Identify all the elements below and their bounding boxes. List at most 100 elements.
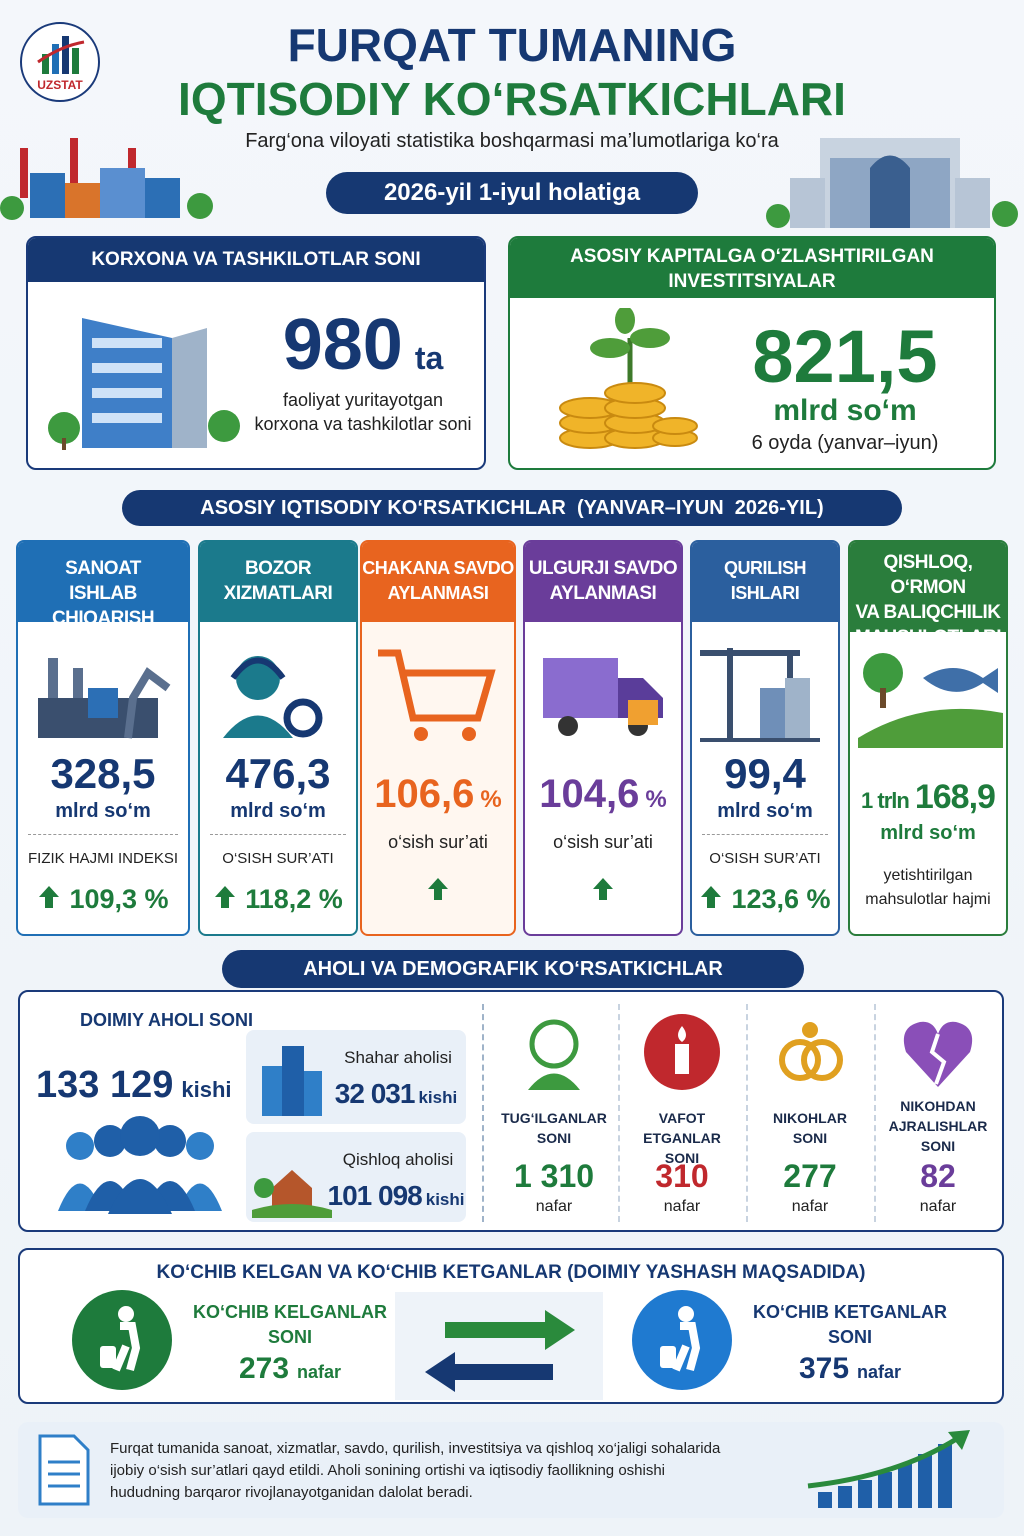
icon-shape <box>100 168 145 218</box>
urban-value-value: 32 031 <box>334 1078 416 1109</box>
icon <box>593 878 613 900</box>
date-badge: 2026-yil 1-iyul holatiga <box>326 172 698 214</box>
icon <box>38 658 171 739</box>
indicator-card: QURILISH ISHLARI 99,4 mlrd so‘m O‘SISH SUR’A… <box>690 540 840 936</box>
indicator-metric: o‘sish sur’ati <box>362 832 514 853</box>
rural-value-unit: kishi <box>425 1190 465 1209</box>
indicator-title-line: ULGURJI SAVDO <box>528 558 678 579</box>
indicator-metric-line: mahsulotlar hajmi <box>865 891 991 908</box>
indicator-value: 476,3 <box>225 750 331 797</box>
arrivals-label-line: KO‘CHIB KELGANLAR <box>193 1302 387 1322</box>
icon <box>543 658 663 736</box>
icon-shape <box>37 40 85 64</box>
icon-shape <box>62 36 69 74</box>
enterprises-description: faoliyat yuritayotgan korxona va tashkilo… <box>238 388 484 436</box>
footer-text: Furqat tumanida sanoat, xizmatlar, savdo… <box>110 1438 790 1504</box>
icon-shape <box>42 54 49 74</box>
demographics-banner: AHOLI VA DEMOGRAFIK KO‘RSATKICHLAR <box>222 950 804 988</box>
indicator-value: 104,6% <box>525 772 681 817</box>
urban-label: Shahar aholisi <box>344 1048 452 1067</box>
departures-value: 375 nafar <box>740 1352 960 1386</box>
icon-shape <box>124 667 171 739</box>
icon-shape <box>785 678 810 738</box>
indicator-value-value: 104,6 <box>539 772 640 816</box>
population: 133 129 kishi <box>36 1064 232 1107</box>
icon-shape <box>760 688 785 738</box>
icon-shape <box>858 1480 872 1508</box>
icon <box>528 1019 580 1090</box>
indicator-metric: o‘sish sur’ati <box>525 832 681 853</box>
indicator-icon <box>203 638 353 748</box>
icon-shape <box>395 1292 603 1400</box>
icon-shape <box>880 688 886 708</box>
indicator-title: CHAKANA SAVDO AYLANMASI <box>362 542 514 622</box>
icon <box>0 138 213 220</box>
icon <box>252 1170 332 1218</box>
indicator-title: SANOAT ISHLAB CHIQARISH <box>18 542 188 629</box>
icon-shape <box>118 1306 134 1322</box>
indicator-title-line: MAHSULOTLARI <box>855 627 1001 648</box>
icon-shape <box>445 1310 575 1350</box>
logo-icon <box>36 32 86 76</box>
icon-shape <box>528 1073 580 1090</box>
icon-shape <box>39 886 60 908</box>
arrivals-value-unit: nafar <box>297 1362 342 1382</box>
icon <box>903 1021 973 1087</box>
event-label: VAFOT ETGANLAR SONI <box>618 1108 746 1168</box>
icon-shape <box>0 196 24 220</box>
icon-shape <box>559 382 698 449</box>
indicator-card: CHAKANA SAVDO AYLANMASI 106,6% o‘sish sur’a… <box>360 540 516 936</box>
separator <box>210 834 346 835</box>
icon-shape <box>615 306 635 334</box>
event-label-line: SONI <box>792 1130 828 1146</box>
enterprises-number-unit: ta <box>414 340 444 376</box>
footer-text-line: Furqat tumanida sanoat, xizmatlar, savdo… <box>110 1440 721 1457</box>
indicator-icon <box>363 638 513 748</box>
icon-shape <box>955 178 990 228</box>
event-label: NIKOHLAR SONI <box>746 1108 874 1148</box>
icon-shape <box>304 1071 322 1116</box>
indicator-change-value: 118,2 % <box>245 884 343 914</box>
icon-shape <box>878 1472 892 1508</box>
indicator-change: 109,3 % <box>18 884 188 917</box>
icon-shape <box>112 1322 141 1372</box>
icon-shape <box>72 48 79 74</box>
divider <box>874 1004 876 1222</box>
indicator-title-line: AYLANMASI <box>387 583 489 603</box>
indicator-value-unit: % <box>480 786 502 813</box>
growth-arrow <box>213 884 237 917</box>
icon-shape <box>818 1444 952 1508</box>
rural-population: Qishloq aholisi 101 098 kishi <box>246 1132 466 1222</box>
icon-shape <box>929 1033 947 1085</box>
indicator-value-number: 168,9 <box>914 778 996 816</box>
icon-shape <box>145 178 180 218</box>
icon-shape <box>48 658 58 698</box>
indicator-title-line: AYLANMASI <box>549 583 657 604</box>
growth-arrow <box>37 884 61 917</box>
icon-shape <box>72 1290 172 1390</box>
separator <box>702 834 828 835</box>
migration-title: KO‘CHIB KELGAN VA KO‘CHIB KETGANLAR (DOI… <box>156 1262 866 1283</box>
icon-shape <box>92 388 162 398</box>
indicator-value: 106,6% <box>362 772 514 817</box>
indicator-title-line: SANOAT <box>65 558 141 579</box>
icon-shape <box>923 668 998 693</box>
icon-shape <box>838 1486 852 1508</box>
arrivals-label-line: SONI <box>267 1327 312 1347</box>
icon <box>215 886 236 908</box>
icon-shape <box>66 1132 94 1160</box>
indicator-metric: O‘SISH SUR’ATI <box>692 850 838 867</box>
indicator-title-line: ISHLARI <box>730 583 800 603</box>
icon-shape <box>230 657 286 680</box>
investments-title-line: ASOSIY KAPITALGA O‘ZLASHTIRILGAN <box>570 246 934 267</box>
icon-shape <box>766 204 790 228</box>
enterprises-number: 980 ta <box>238 304 484 386</box>
separator <box>28 834 178 835</box>
event-unit: nafar <box>919 1198 957 1215</box>
icon <box>48 318 240 450</box>
indicator-metric-line: o‘sish sur’ati <box>553 832 653 852</box>
event-label-line: AJRALISHLAR <box>888 1118 988 1134</box>
event-value: 310 <box>655 1158 709 1194</box>
indicator-value-unit: % <box>645 786 667 813</box>
icon <box>395 1292 603 1400</box>
